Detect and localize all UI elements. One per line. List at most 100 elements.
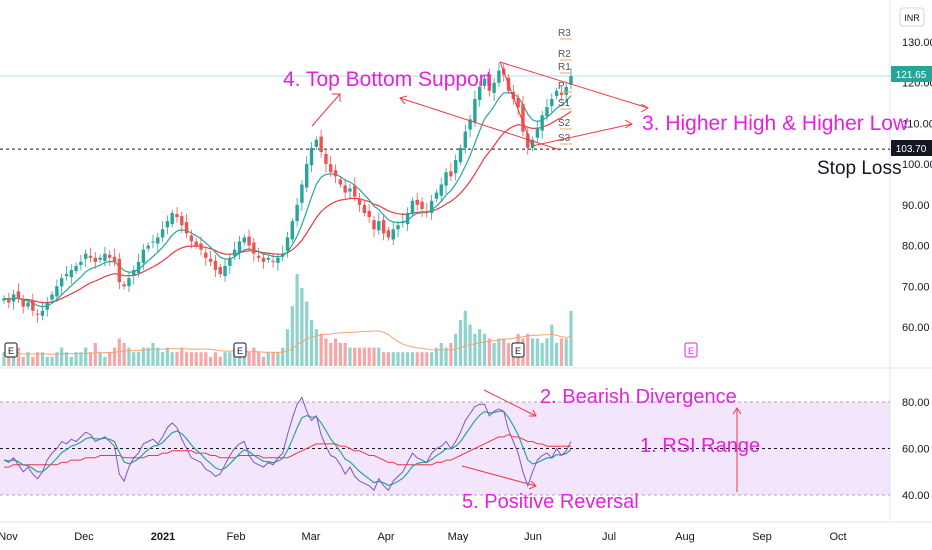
candle-body [247,236,251,246]
candle-body [569,75,573,85]
volume-bar [165,347,169,366]
candle-body [165,221,170,228]
volume-bar [60,347,64,366]
last-price-value: 121.65 [896,70,927,81]
time-tick-label: Jun [524,531,542,543]
candle-body [405,213,410,225]
volume-bar [180,347,184,366]
volume-bar [290,306,294,366]
volume-bar [26,352,30,366]
stop-loss-badge [891,140,932,156]
candle-body [146,245,150,249]
time-tick-label: Apr [377,531,394,543]
time-tick-label: Nov [0,531,18,543]
rsi-tick-label: 80.00 [902,397,930,409]
earnings-marker[interactable] [511,342,525,358]
volume-bar [348,347,352,366]
volume-bar [7,356,11,366]
volume-bar [564,338,568,366]
earnings-marker[interactable] [684,342,698,358]
last-price-badge [891,66,932,82]
volume-bar [545,338,549,366]
volume-bar [50,356,54,366]
volume-bar [377,347,381,366]
earnings-marker[interactable] [233,342,247,358]
volume-bar [12,356,16,366]
volume-bar [550,324,554,366]
candle-body [295,204,299,222]
volume-bar [151,343,155,366]
candle-body [516,97,520,108]
price-tick-label: 90.00 [902,200,930,212]
stop-loss-label: Stop Loss [817,158,902,179]
candle-body [112,256,117,262]
time-tick-label: Feb [227,531,246,543]
candle-body [199,243,203,250]
volume-bar [309,320,314,366]
volume-bar [281,347,285,366]
volume-bar [146,347,150,366]
volume-bar [40,352,45,366]
annotation-bearish-divergence: 2. Bearish Divergence [540,386,737,408]
candle-body [540,115,544,131]
volume-bar [305,301,309,366]
stop-loss-value: 103.70 [896,144,927,155]
volume-bar [449,343,453,366]
volume-bar [468,324,472,366]
candle-body [497,70,501,83]
candle-body [473,99,477,123]
candle-body [415,199,419,205]
volume-bar [540,343,544,366]
candle-body [285,237,290,251]
candle-body [511,91,516,99]
volume-bar [2,352,6,366]
volume-bar [252,347,256,366]
candle-body [290,221,295,240]
rsi-tick-label: 40.00 [902,490,930,502]
volume-bar [45,356,49,366]
candle-body [386,230,391,238]
candle-body [280,253,285,257]
candle-body [88,255,93,258]
volume-bar [362,347,366,366]
volume-bar [319,333,323,366]
candle-body [487,75,492,91]
pivot-label: R1 [558,62,571,73]
candle-body [271,260,275,262]
annotation-positive-reversal: 5. Positive Reversal [462,491,639,513]
currency-box[interactable] [899,7,925,27]
candle-body [180,216,184,226]
candle-body [98,257,102,260]
volume-bar [79,352,83,366]
volume-bar [141,347,145,366]
volume-bar [136,352,141,366]
candle-body [11,294,16,302]
volume-bar [300,287,304,366]
volume-bar [324,338,328,366]
volume-bar [434,347,439,366]
candle-body [314,139,319,147]
volume-bar [535,338,539,366]
earnings-marker[interactable] [4,342,18,358]
candle-body [2,298,6,301]
candle-body [156,237,160,244]
candle-body [554,90,559,96]
rsi-ma-line [4,434,571,468]
candle-body [213,260,218,270]
volume-bar [69,356,73,366]
time-tick-label: Jul [602,531,616,543]
volume-bar [223,352,227,366]
volume-bar [261,356,266,366]
candle-body [117,258,122,283]
volume-bar [526,333,530,366]
candle-body [40,310,45,316]
candle-body [223,265,227,277]
annotation-top-bottom-support: 4. Top Bottom Support [283,68,492,91]
volume-bar [482,333,487,366]
volume-bar [401,352,405,366]
volume-bar [84,347,88,366]
volume-bar [343,343,347,366]
annotation-higher-high-low: 3. Higher High & Higher Low [642,112,909,135]
volume-bar [132,352,136,366]
